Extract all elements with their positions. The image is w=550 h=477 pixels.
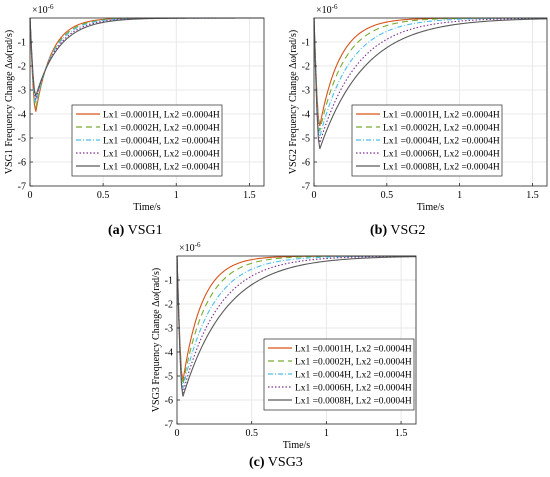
- legend: Lx1 =0.0001H, Lx2 =0.0004H Lx1 =0.0002H, …: [263, 338, 415, 411]
- legend-label: Lx1 =0.0002H, Lx2 =0.0004H: [295, 358, 412, 368]
- y-tick-label: -3: [18, 86, 26, 97]
- caption-vsg1: (a) VSG1: [108, 223, 163, 239]
- x-tick-label: 0.5: [97, 190, 110, 201]
- x-tick-label: 1.5: [243, 190, 256, 201]
- x-tick-label: 1.5: [526, 190, 539, 201]
- y-tick-label: -5: [18, 134, 26, 145]
- x-axis-label: Time/s: [133, 202, 161, 213]
- y-axis-exponent: ×10-6: [316, 3, 338, 16]
- y-axis-exponent-power: -6: [195, 241, 201, 249]
- legend-label: Lx1 =0.0001H, Lx2 =0.0004H: [103, 111, 220, 121]
- axes-box: [176, 255, 417, 425]
- y-axis-exponent: ×10-6: [32, 3, 54, 16]
- legend-label: Lx1 =0.0004H, Lx2 =0.0004H: [383, 137, 500, 147]
- legend-label: Lx1 =0.0001H, Lx2 =0.0004H: [295, 345, 412, 355]
- x-tick-label: 0: [312, 190, 317, 201]
- legend-label: Lx1 =0.0008H, Lx2 =0.0004H: [295, 397, 412, 407]
- series-line: [313, 17, 548, 149]
- y-tick-label: -2: [18, 62, 26, 73]
- y-tick-label: -5: [165, 372, 173, 383]
- chart-panel-vsg3: 0 0.5 1 1.5 -7 -6 -5 -4 -3 -2 -1 ×10-6 Time/s VSG3 Fr…: [151, 241, 417, 451]
- x-tick-label: 0.5: [381, 190, 394, 201]
- legend: Lx1 =0.0001H, Lx2 =0.0004H Lx1 =0.0002H, …: [71, 104, 223, 177]
- series-line: [313, 17, 548, 143]
- y-axis-label: VSG1 Frequency Change Δω(rad/s): [4, 30, 15, 174]
- y-tick-label: -6: [18, 158, 26, 169]
- x-tick-label: 0: [28, 190, 33, 201]
- y-tick-label: -7: [165, 420, 173, 431]
- x-tick-label: 1: [174, 190, 179, 201]
- series-line: [176, 255, 416, 393]
- y-tick-label: -1: [18, 38, 26, 49]
- y-tick-label: -5: [302, 134, 310, 145]
- y-axis-exponent-power: -6: [332, 3, 338, 11]
- y-tick-label: -6: [165, 396, 173, 407]
- caption-text: VSG3: [267, 455, 303, 470]
- legend-label: Lx1 =0.0002H, Lx2 =0.0004H: [383, 124, 500, 134]
- series-line: [176, 255, 417, 397]
- y-axis-label: VSG2 Frequency Change Δω(rad/s): [288, 30, 299, 174]
- legend-label: Lx1 =0.0004H, Lx2 =0.0004H: [295, 371, 412, 381]
- x-axis-label: Time/s: [283, 440, 311, 451]
- chart-panel-vsg2: 0 0.5 1 1.5 -7 -6 -5 -4 -3 -2 -1 ×10-6 Time/s VSG2 Fr…: [288, 3, 548, 213]
- caption-letter: (b): [370, 223, 388, 238]
- x-tick-label: 1.5: [395, 428, 408, 439]
- legend-label: Lx1 =0.0001H, Lx2 =0.0004H: [383, 111, 500, 121]
- axes-box: [313, 17, 548, 187]
- caption-text: VSG2: [390, 223, 426, 238]
- axes-box: [29, 17, 265, 187]
- series-line: [313, 17, 547, 131]
- legend-label: Lx1 =0.0004H, Lx2 =0.0004H: [103, 137, 220, 147]
- y-tick-label: -3: [302, 86, 310, 97]
- caption-letter: (a): [108, 223, 125, 238]
- y-axis-exponent: ×10-6: [179, 241, 201, 254]
- legend-label: Lx1 =0.0002H, Lx2 =0.0004H: [103, 124, 220, 134]
- caption-vsg2: (b) VSG2: [370, 223, 425, 239]
- legend-label: Lx1 =0.0006H, Lx2 =0.0004H: [103, 150, 220, 160]
- y-tick-label: -3: [165, 324, 173, 335]
- caption-text: VSG1: [127, 223, 163, 238]
- caption-letter: (c): [249, 455, 265, 470]
- x-tick-label: 0.5: [245, 428, 258, 439]
- legend: Lx1 =0.0001H, Lx2 =0.0004H Lx1 =0.0002H, …: [351, 104, 503, 177]
- legend-label: Lx1 =0.0006H, Lx2 =0.0004H: [295, 384, 412, 394]
- y-tick-label: -4: [302, 110, 310, 121]
- y-tick-label: -1: [165, 276, 173, 287]
- x-tick-label: 0: [175, 428, 180, 439]
- y-tick-label: -1: [302, 38, 310, 49]
- legend-label: Lx1 =0.0006H, Lx2 =0.0004H: [383, 150, 500, 160]
- x-axis-label: Time/s: [417, 202, 445, 213]
- legend-label: Lx1 =0.0008H, Lx2 =0.0004H: [383, 163, 500, 173]
- y-axis-exponent-power: -6: [48, 3, 54, 11]
- x-tick-label: 1: [457, 190, 462, 201]
- y-tick-label: -7: [18, 182, 26, 193]
- y-tick-label: -4: [18, 110, 26, 121]
- chart-panel-vsg1: 0 0.5 1 1.5 -7 -6 -5 -4 -3 -2 -1 ×10-6 Time/s VSG1 Fr…: [4, 3, 265, 213]
- y-tick-label: -6: [302, 158, 310, 169]
- y-tick-label: -7: [302, 182, 310, 193]
- x-tick-label: 1: [324, 428, 329, 439]
- caption-vsg3: (c) VSG3: [249, 455, 303, 471]
- y-tick-label: -2: [165, 300, 173, 311]
- y-tick-label: -2: [302, 62, 310, 73]
- y-tick-label: -4: [165, 348, 173, 359]
- y-axis-label: VSG3 Frequency Change Δω(rad/s): [151, 268, 162, 412]
- legend-label: Lx1 =0.0008H, Lx2 =0.0004H: [103, 163, 220, 173]
